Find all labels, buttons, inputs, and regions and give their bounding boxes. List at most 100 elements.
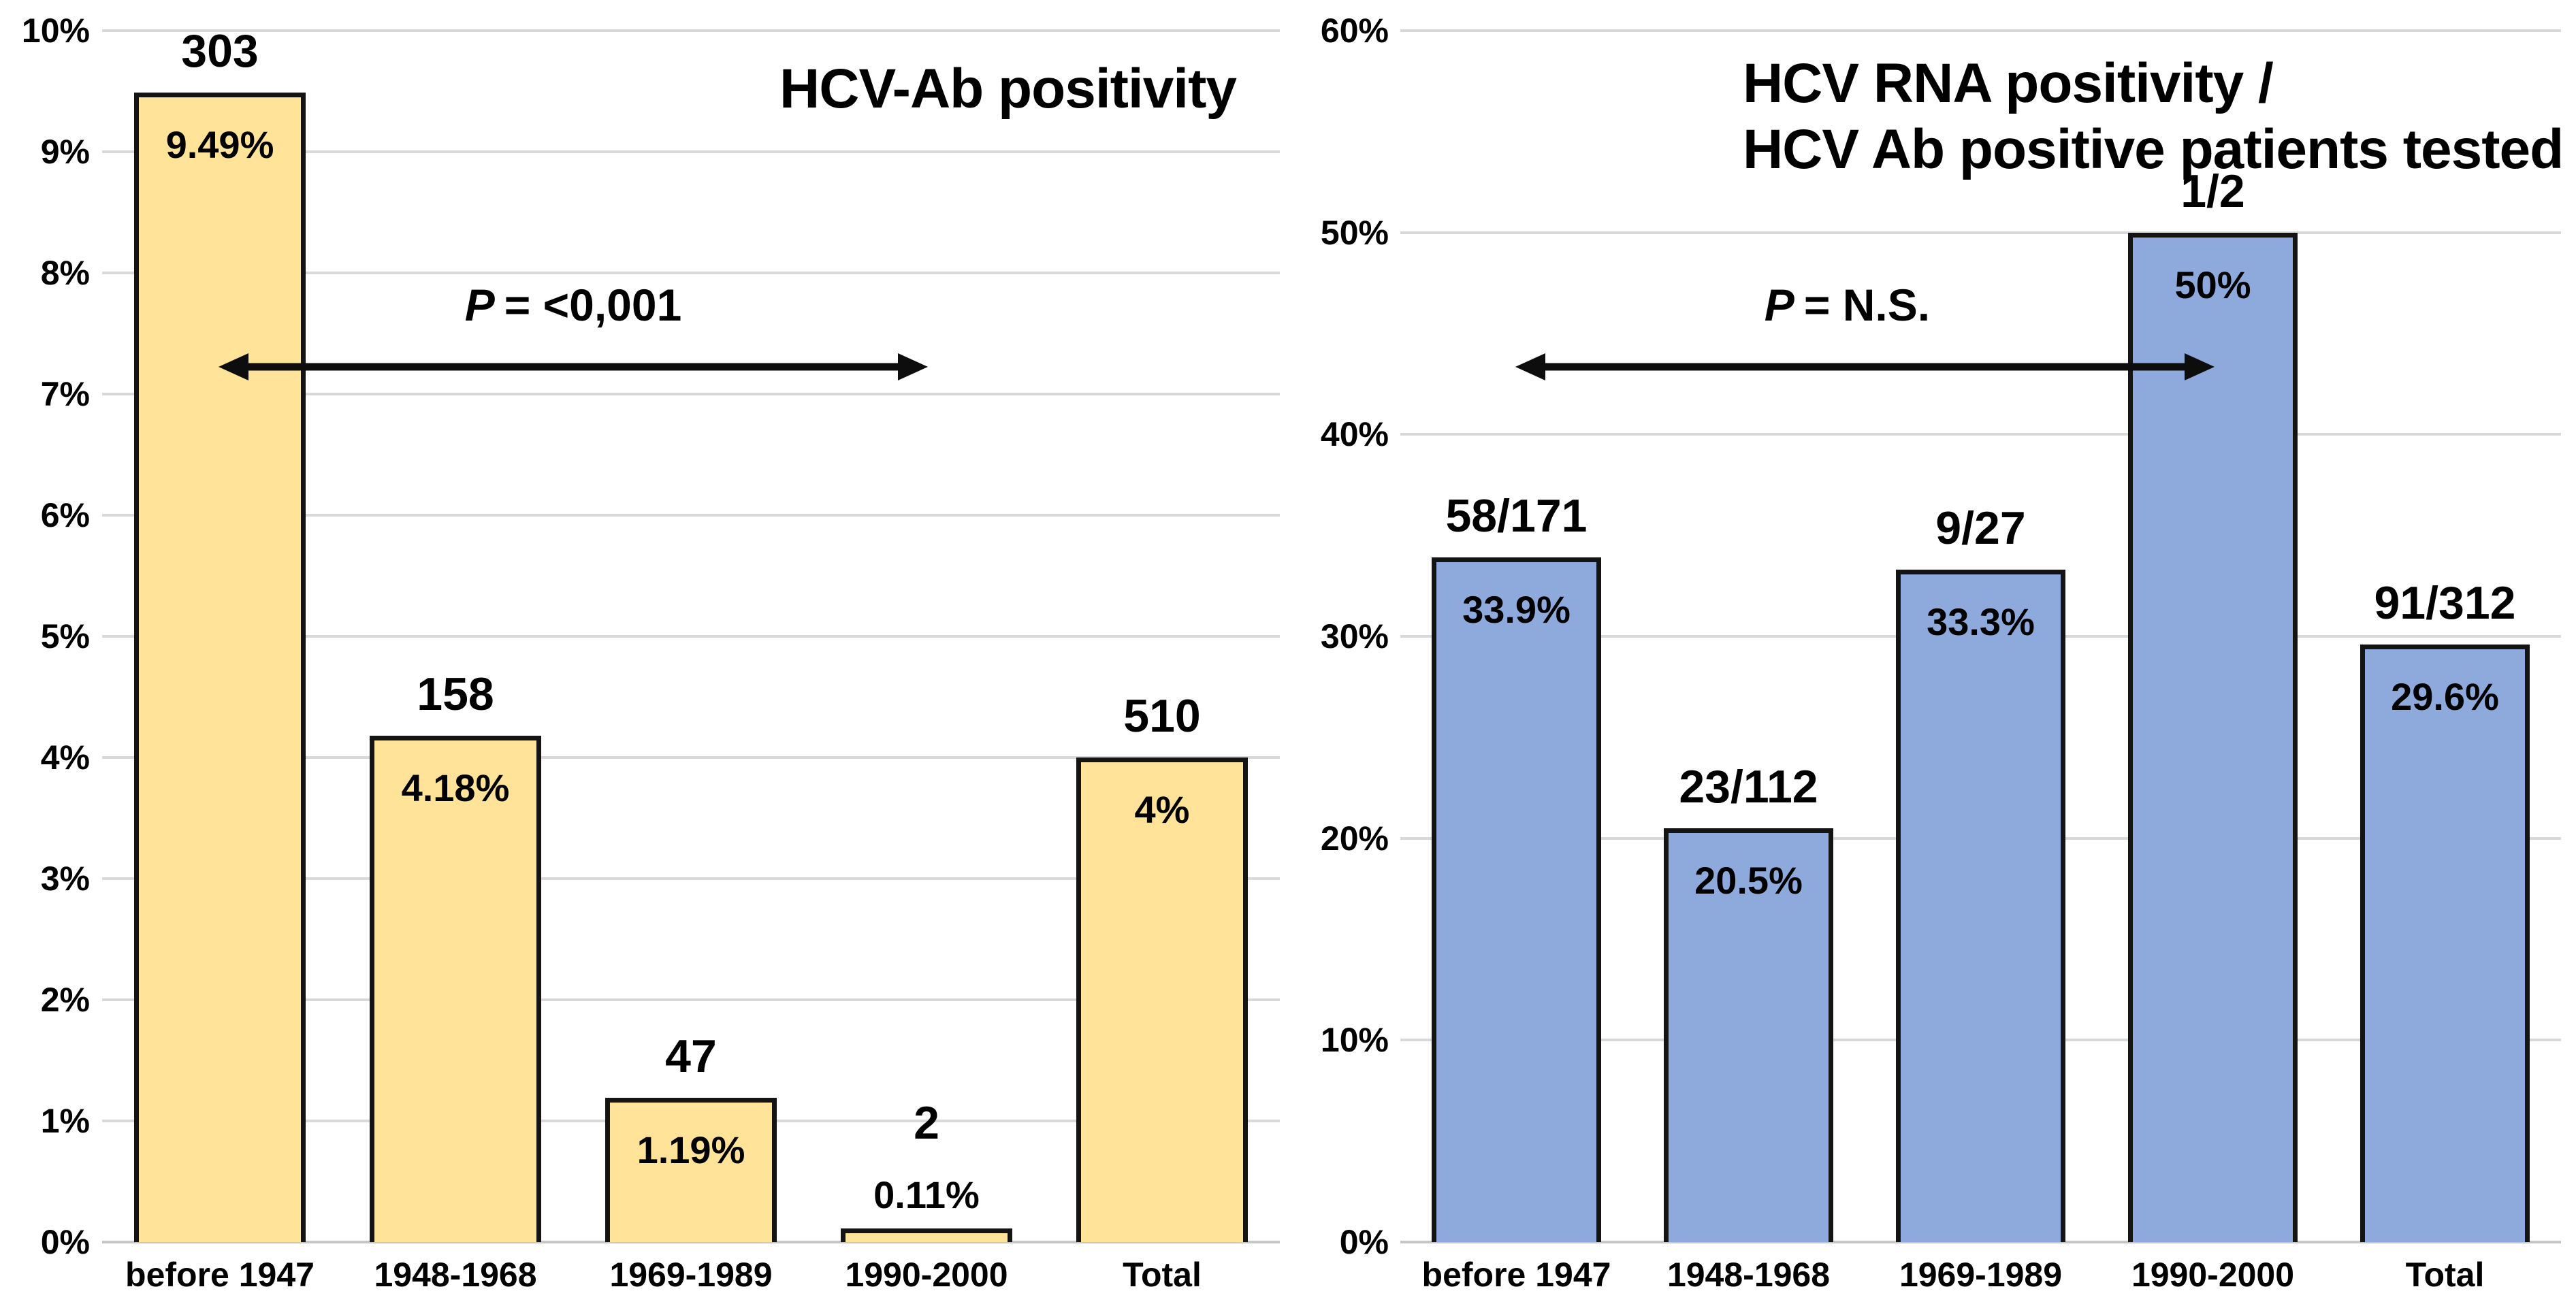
chart-title-right: HCV RNA positivity / HCV Ab positive pat… xyxy=(1742,51,2564,183)
category-label: 1969-1989 xyxy=(1899,1256,2063,1294)
category-label: before 1947 xyxy=(1421,1256,1611,1294)
bar-1990-2000: 1/2 50% xyxy=(2128,168,2298,1242)
y-tick-label: 8% xyxy=(40,254,90,292)
y-tick-label: 7% xyxy=(40,375,90,413)
chart-panel-hcv-rna: 0% 10% 20% 30% 40% 50% 60% HCV RNA positivity … xyxy=(1288,0,2576,1304)
bar-count-label: 9/27 xyxy=(1935,502,2026,555)
category-label: 1948-1968 xyxy=(1667,1256,1831,1294)
gridline xyxy=(102,150,1280,153)
category-label: Total xyxy=(2405,1256,2485,1294)
y-tick-label: 5% xyxy=(40,617,90,655)
p-value-annotation: P = N.S. xyxy=(1765,282,1930,327)
gridline xyxy=(1400,433,2561,436)
arrow-line xyxy=(1539,363,2190,371)
bar-total: 510 4% xyxy=(1076,693,1249,1242)
gridline xyxy=(1400,231,2561,234)
y-tick-label: 60% xyxy=(1320,12,1389,50)
p-value-text: = N.S. xyxy=(1803,280,1931,331)
x-axis-baseline xyxy=(1400,1241,2561,1243)
category-label: 1990-2000 xyxy=(845,1256,1008,1294)
y-tick-label: 9% xyxy=(40,133,90,171)
gridline xyxy=(102,514,1280,517)
y-axis-left-chart: 0% 1% 2% 3% 4% 5% 6% 7% 8% 9% 10% xyxy=(0,14,93,1259)
y-tick-label: 40% xyxy=(1320,415,1389,454)
x-axis-labels-right-chart: before 1947 1948-1968 1969-1989 1990-2000 To… xyxy=(1400,1254,2561,1302)
p-symbol: P xyxy=(464,280,495,331)
bar-1969-1989: 9/27 33.3% xyxy=(1896,505,2065,1242)
gridline xyxy=(102,756,1280,759)
arrow-line xyxy=(243,363,903,371)
gridline xyxy=(102,393,1280,395)
bar-1948-1968: 23/112 20.5% xyxy=(1664,764,1833,1242)
arrow-head-left-icon xyxy=(1515,353,1545,381)
category-label: 1948-1968 xyxy=(374,1256,537,1294)
bar-count-label: 23/112 xyxy=(1679,760,1818,813)
significance-arrow-icon xyxy=(1515,352,2215,382)
chart-title-line: HCV RNA positivity / xyxy=(1742,52,2274,114)
chart-panel-hcv-ab: 0% 1% 2% 3% 4% 5% 6% 7% 8% 9% 10% HCV-Ab positivit… xyxy=(0,14,1280,1302)
y-tick-label: 50% xyxy=(1320,213,1389,252)
y-tick-label: 6% xyxy=(40,496,90,534)
gridline xyxy=(102,998,1280,1001)
bar-count-label: 58/171 xyxy=(1445,490,1588,542)
y-tick-label: 0% xyxy=(1339,1223,1389,1261)
bar-percentage-label: 0.11% xyxy=(873,1173,980,1217)
bar-before-1947: 58/171 33.9% xyxy=(1432,493,1601,1242)
category-label: Total xyxy=(1123,1256,1202,1294)
bar-percentage-label: 33.9% xyxy=(1462,588,1571,632)
gridline xyxy=(102,877,1280,880)
bar-percentage-label: 4.18% xyxy=(401,766,510,809)
x-axis-baseline xyxy=(102,1241,1280,1243)
bar-1948-1968: 158 4.18% xyxy=(369,671,542,1242)
category-label: before 1947 xyxy=(125,1256,315,1294)
chart-title-left: HCV-Ab positivity xyxy=(779,56,1237,123)
bar-percentage-label: 1.19% xyxy=(637,1128,745,1172)
x-axis-labels-left-chart: before 1947 1948-1968 1969-1989 1990-2000 To… xyxy=(102,1254,1280,1302)
y-tick-label: 2% xyxy=(40,981,90,1019)
arrow-head-right-icon xyxy=(898,353,928,381)
bar-count-label: 303 xyxy=(181,25,259,77)
bar-percentage-label: 9.49% xyxy=(165,123,274,166)
p-value-annotation: P = <0,001 xyxy=(465,282,682,327)
bar-percentage-label: 50% xyxy=(2174,263,2251,306)
category-label: 1990-2000 xyxy=(2131,1256,2295,1294)
bar-percentage-label: 20.5% xyxy=(1694,858,1803,902)
bar-count-label: 158 xyxy=(417,668,494,720)
bar-count-label: 91/312 xyxy=(2374,576,2516,629)
gridline xyxy=(102,272,1280,274)
y-tick-label: 1% xyxy=(40,1102,90,1140)
plot-area-left-chart: HCV-Ab positivity P = <0,001 303 9.49% 158 4… xyxy=(102,28,1280,1243)
significance-arrow-icon xyxy=(219,352,928,382)
y-tick-label: 4% xyxy=(40,738,90,777)
category-label: 1969-1989 xyxy=(609,1256,773,1294)
plot-area-right-chart: HCV RNA positivity / HCV Ab positive pat… xyxy=(1400,29,2564,1243)
chart-title-line: HCV-Ab positivity xyxy=(779,58,1237,120)
bar-count-label: 47 xyxy=(665,1030,717,1083)
bar-percentage-label: 29.6% xyxy=(2391,674,2499,718)
bar-percentage-label: 33.3% xyxy=(1927,600,2035,644)
y-tick-label: 0% xyxy=(40,1223,90,1261)
arrow-head-left-icon xyxy=(219,353,248,381)
bar-1990-2000: 2 0.11% xyxy=(840,1100,1013,1242)
p-value-text: = <0,001 xyxy=(504,280,682,331)
p-symbol: P xyxy=(1764,280,1794,331)
bar-percentage-label: 4% xyxy=(1134,788,1190,831)
y-tick-label: 10% xyxy=(1320,1021,1389,1060)
y-tick-label: 20% xyxy=(1320,819,1389,858)
y-tick-label: 30% xyxy=(1320,617,1389,655)
bar-total: 91/312 29.6% xyxy=(2360,580,2530,1242)
bar-before-1947: 303 9.49% xyxy=(133,28,306,1242)
bar-count-label: 510 xyxy=(1123,690,1201,742)
y-tick-label: 3% xyxy=(40,860,90,898)
bar-1969-1989: 47 1.19% xyxy=(605,1033,777,1242)
chart-title-line: HCV Ab positive patients tested xyxy=(1742,118,2564,180)
bar-count-label: 2 xyxy=(914,1097,939,1150)
gridline xyxy=(1400,29,2561,32)
gridline xyxy=(102,635,1280,638)
gridline xyxy=(102,29,1280,32)
arrow-head-right-icon xyxy=(2184,353,2215,381)
y-tick-label: 10% xyxy=(21,12,90,50)
bar-count-label: 1/2 xyxy=(2180,165,2245,217)
y-axis-right-chart: 0% 10% 20% 30% 40% 50% 60% xyxy=(1288,14,1391,1259)
